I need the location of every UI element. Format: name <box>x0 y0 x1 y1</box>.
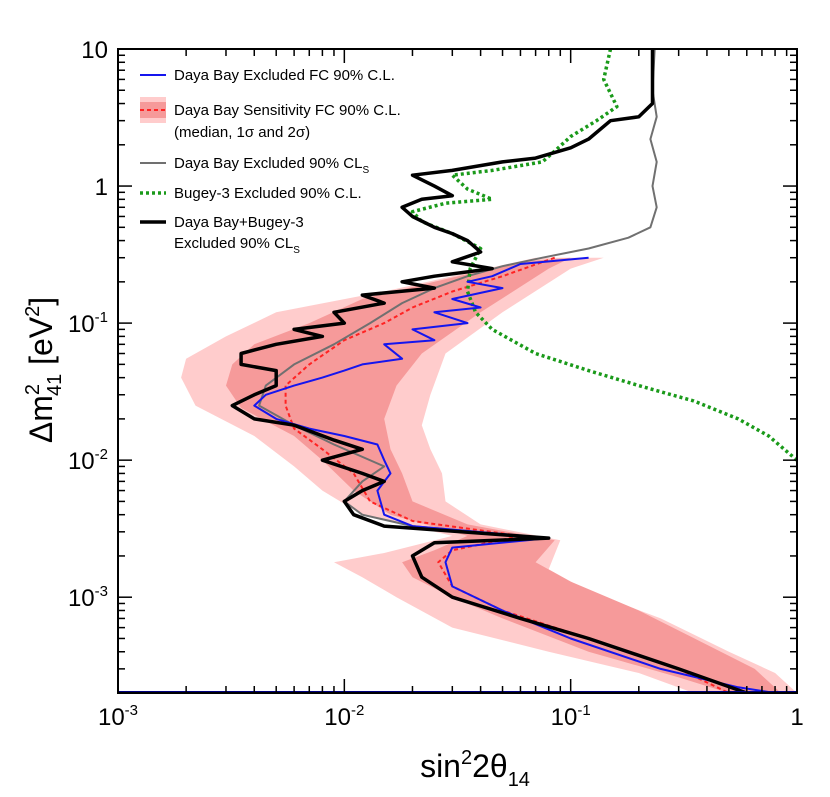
plot-frame <box>117 48 798 694</box>
axis-tick-labels: 10-3 10-2 10-1 1 10-3 10-2 10-1 1 10 <box>68 37 804 731</box>
legend-label-bugey: Bugey-3 Excluded 90% C.L. <box>174 185 362 202</box>
series-line-db_fc <box>253 256 776 693</box>
series-line-combined <box>230 49 748 693</box>
chart-legend: Daya Bay Excluded FC 90% C.L. Daya Bay S… <box>140 67 401 256</box>
y-tick-label: 1 <box>95 174 108 201</box>
axis-ticks <box>117 49 797 694</box>
series-line-bugey <box>410 49 797 462</box>
legend-swatch-1sigma-band <box>140 102 166 118</box>
sensitivity-bands <box>181 257 797 693</box>
legend-label-combined: Daya Bay+Bugey-3 <box>174 214 304 231</box>
data-series <box>230 49 797 693</box>
x-tick-label: 10-3 <box>98 702 138 731</box>
legend-label-db-fc: Daya Bay Excluded FC 90% C.L. <box>174 67 395 84</box>
legend-label-combined-note: Excluded 90% CLS <box>174 235 300 256</box>
y-tick-label: 10-1 <box>68 309 108 338</box>
x-tick-label: 1 <box>790 704 803 731</box>
series-line-db_cls <box>258 49 658 540</box>
y-tick-label: 10 <box>81 37 108 64</box>
legend-label-db-sens-note: (median, 1σ and 2σ) <box>174 124 310 141</box>
x-axis-title: sin22θ14 <box>420 747 530 791</box>
legend-label-db-cls: Daya Bay Excluded 90% CLS <box>174 155 369 176</box>
y-axis-title: Δm241 [eV2] <box>22 297 66 443</box>
band-1-sensitivity-band <box>226 257 781 693</box>
x-tick-label: 10-2 <box>324 702 364 731</box>
legend-label-db-sens: Daya Bay Sensitivity FC 90% C.L. <box>174 102 401 119</box>
y-tick-label: 10-2 <box>68 446 108 475</box>
y-tick-label: 10-3 <box>68 583 108 612</box>
x-tick-label: 10-1 <box>551 702 591 731</box>
